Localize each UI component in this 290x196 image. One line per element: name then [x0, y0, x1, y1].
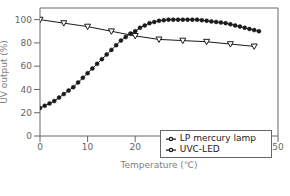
svg-text:80: 80 [21, 38, 33, 48]
svg-text:40: 40 [225, 142, 237, 152]
svg-text:40: 40 [21, 85, 33, 95]
svg-text:Temperature (℃): Temperature (℃) [119, 160, 197, 170]
svg-text:10: 10 [82, 142, 94, 152]
svg-text:30: 30 [177, 142, 189, 152]
svg-text:60: 60 [21, 61, 33, 71]
svg-text:UV output (%): UV output (%) [8, 40, 9, 104]
svg-text:100: 100 [15, 15, 32, 25]
svg-text:20: 20 [129, 142, 141, 152]
svg-text:50: 50 [272, 142, 282, 152]
svg-text:20: 20 [21, 108, 33, 118]
svg-text:0: 0 [26, 131, 32, 141]
svg-text:0: 0 [37, 142, 43, 152]
